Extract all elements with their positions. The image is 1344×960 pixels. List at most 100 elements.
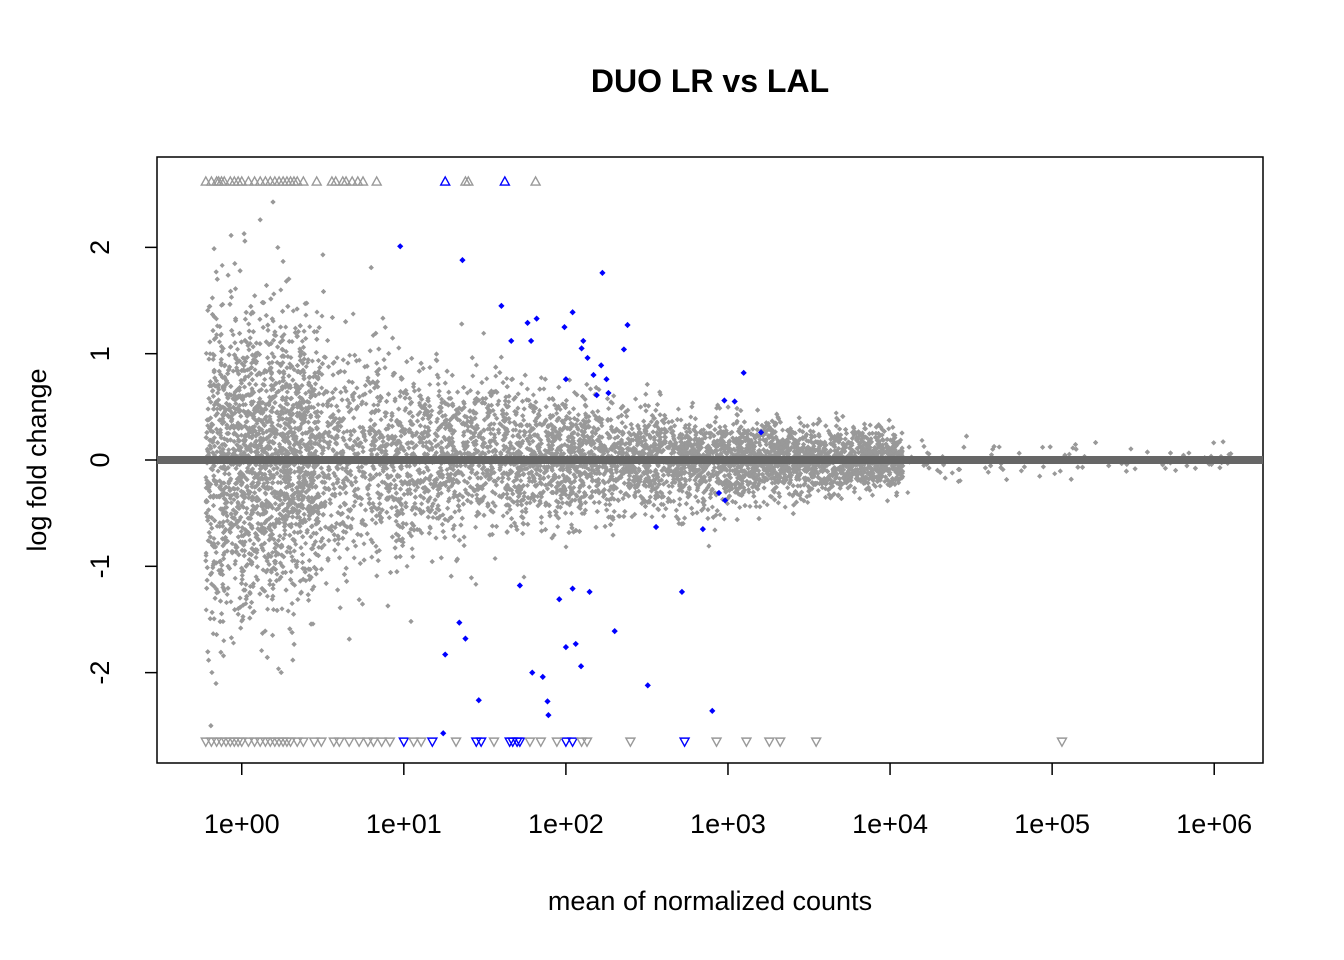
gene-point — [537, 407, 543, 413]
gene-point — [228, 599, 234, 605]
chart-title: DUO LR vs LAL — [591, 63, 829, 99]
gene-point — [351, 555, 357, 561]
gene-point — [523, 506, 529, 512]
gene-point — [347, 352, 353, 358]
gene-point — [491, 421, 497, 427]
gene-point — [410, 413, 416, 419]
gene-point — [857, 495, 863, 502]
gene-point — [504, 375, 510, 382]
gene-point — [409, 546, 415, 552]
gene-point — [363, 401, 369, 407]
gene-point — [1052, 471, 1058, 477]
gene-point — [492, 555, 498, 562]
gene-point — [350, 311, 356, 317]
gene-point — [500, 513, 506, 519]
gene-point — [299, 338, 305, 344]
gene-point — [303, 364, 309, 370]
gene-point — [886, 426, 892, 432]
gene-point — [203, 350, 209, 356]
gene-point — [259, 648, 265, 654]
gene-point — [485, 503, 491, 509]
gene-point — [509, 498, 516, 504]
gene-point — [684, 429, 690, 435]
gene-point — [230, 368, 236, 374]
gene-point — [230, 640, 237, 646]
gene-point — [473, 362, 479, 368]
gene-point — [504, 510, 510, 516]
gene-point — [314, 309, 320, 315]
gene-point — [368, 417, 374, 423]
gene-point — [309, 358, 315, 364]
gene-point — [905, 490, 911, 496]
gene-point — [538, 520, 544, 526]
gene-point — [264, 593, 270, 599]
gene-point — [347, 400, 353, 406]
gene-point — [486, 422, 493, 428]
gene-point — [484, 376, 490, 382]
gene-point — [203, 607, 209, 613]
gene-point — [336, 408, 342, 414]
gene-point — [606, 406, 612, 412]
gene-point — [469, 493, 475, 499]
gene-point — [481, 330, 487, 336]
gene-point — [430, 514, 436, 521]
gene-point — [436, 388, 442, 394]
gene-point — [642, 511, 648, 517]
gene-point — [327, 497, 333, 503]
gene-point — [470, 373, 476, 379]
gene-point — [232, 575, 238, 581]
gene-point — [369, 517, 375, 523]
gene-point — [467, 388, 474, 394]
gene-point — [709, 504, 715, 510]
gene-point — [688, 414, 694, 420]
gene-point — [595, 408, 601, 414]
gene-point — [272, 434, 278, 440]
gene-point — [221, 638, 227, 644]
gene-point — [521, 417, 527, 423]
gene-point — [265, 606, 271, 612]
gene-point — [444, 467, 450, 473]
gene-point — [474, 492, 480, 498]
gene-point — [216, 339, 222, 345]
gene-point — [343, 442, 349, 448]
gene-point — [721, 516, 727, 522]
gene-point — [218, 432, 224, 438]
gene-point — [360, 444, 366, 450]
gene-point — [555, 524, 561, 530]
gene-point — [603, 501, 609, 508]
gene-point — [404, 563, 410, 569]
gene-point — [224, 591, 230, 597]
gene-point — [706, 543, 712, 549]
gene-point — [816, 416, 822, 422]
gene-point — [510, 427, 516, 433]
gene-point — [445, 471, 451, 477]
gene-point — [833, 410, 839, 416]
gene-point — [393, 504, 399, 510]
gene-point — [568, 522, 575, 528]
gene-point — [499, 479, 505, 485]
gene-point — [649, 514, 655, 520]
gene-point — [609, 491, 615, 497]
gene-point — [429, 408, 435, 414]
gene-point — [415, 412, 421, 418]
gene-point — [398, 433, 404, 439]
gene-point — [563, 544, 569, 550]
gene-point — [780, 427, 786, 433]
gene-point — [707, 434, 713, 440]
gene-point — [465, 424, 471, 430]
gene-point — [218, 331, 224, 337]
gene-point — [238, 432, 244, 438]
gene-point — [328, 512, 334, 519]
gene-point — [919, 437, 925, 443]
gene-point — [629, 514, 635, 520]
gene-point — [568, 510, 575, 516]
gene-point — [228, 500, 234, 506]
gene-point — [790, 493, 796, 499]
gene-point — [269, 351, 275, 357]
gene-point — [247, 604, 253, 610]
gene-point — [737, 504, 743, 510]
gene-point — [361, 541, 367, 547]
gene-point — [427, 381, 433, 388]
gene-point — [545, 474, 551, 480]
